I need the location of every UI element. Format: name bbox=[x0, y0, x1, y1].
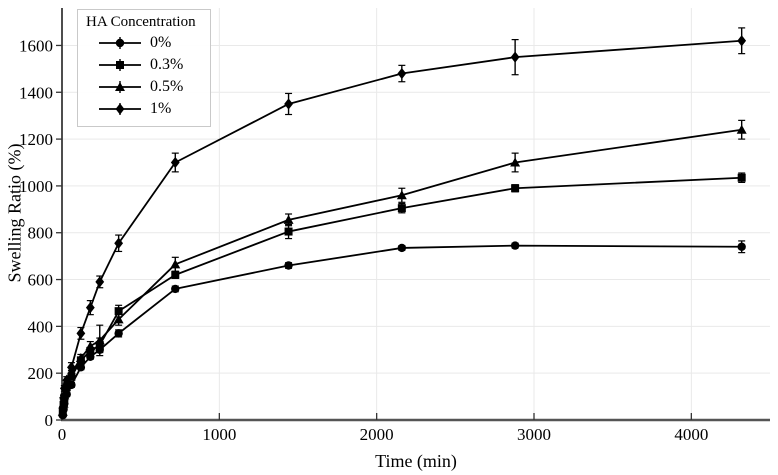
y-tick-label: 200 bbox=[28, 364, 54, 383]
diamond-marker-icon bbox=[99, 103, 141, 115]
y-tick-label: 1200 bbox=[19, 130, 53, 149]
series-0% bbox=[58, 240, 746, 420]
y-tick-label: 1600 bbox=[19, 36, 53, 55]
circle-marker-icon bbox=[99, 37, 141, 49]
series-1% bbox=[58, 27, 747, 414]
legend-label: 1% bbox=[150, 100, 172, 117]
legend-label: 0.3% bbox=[150, 56, 184, 73]
y-tick-label: 1000 bbox=[19, 177, 53, 196]
x-axis-title: Time (min) bbox=[375, 451, 457, 471]
y-tick-label: 0 bbox=[45, 411, 54, 430]
triangle-marker-icon bbox=[99, 81, 141, 93]
square-marker-icon bbox=[99, 59, 141, 71]
series-0.3% bbox=[58, 172, 746, 417]
x-tick-label: 3000 bbox=[517, 425, 551, 444]
series-0.5% bbox=[57, 119, 747, 416]
y-tick-label: 800 bbox=[28, 224, 54, 243]
y-tick-label: 1400 bbox=[19, 83, 53, 102]
y-axis-title: Swelling Ratio (%) bbox=[4, 143, 25, 283]
legend-title: HA Concentration bbox=[86, 14, 196, 30]
legend-entry-1%: 1% bbox=[86, 98, 196, 120]
x-tick-label: 2000 bbox=[360, 425, 394, 444]
y-tick-label: 400 bbox=[28, 317, 54, 336]
x-tick-label: 1000 bbox=[202, 425, 236, 444]
legend-entry-0.5%: 0.5% bbox=[86, 76, 196, 98]
tick-labels: 0 1000 2000 3000 4000 0 200 400 600 800 1000 1200 14… bbox=[19, 36, 708, 444]
x-tick-label: 0 bbox=[58, 425, 67, 444]
legend-label: 0.5% bbox=[150, 78, 184, 95]
x-tick-label: 4000 bbox=[674, 425, 708, 444]
legend: HA Concentration 0% 0.3% 0.5% 1% bbox=[77, 9, 211, 127]
legend-entries: 0% 0.3% 0.5% 1% bbox=[86, 32, 196, 120]
legend-entry-0%: 0% bbox=[86, 32, 196, 54]
y-tick-label: 600 bbox=[28, 271, 54, 290]
legend-entry-0.3%: 0.3% bbox=[86, 54, 196, 76]
legend-label: 0% bbox=[150, 34, 172, 51]
